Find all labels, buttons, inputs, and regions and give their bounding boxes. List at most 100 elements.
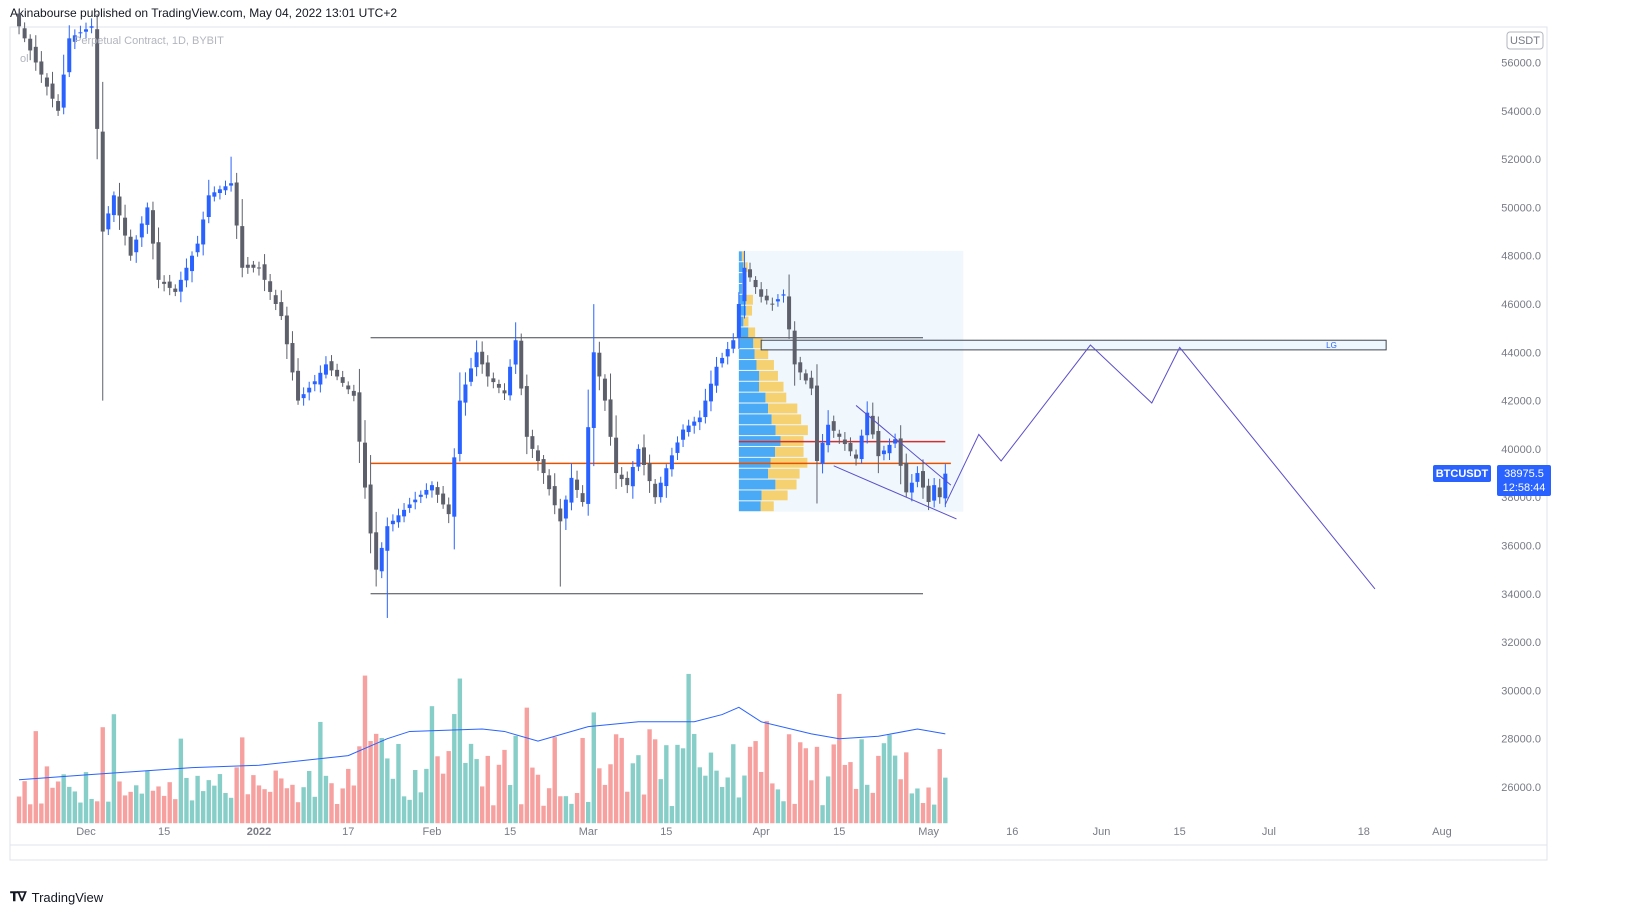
- volume-bar: [329, 783, 334, 824]
- time-tick-label: Feb: [422, 826, 441, 838]
- candle-up: [385, 526, 390, 551]
- candle-down: [647, 463, 652, 482]
- volume-bar: [842, 764, 848, 824]
- published-text: Akinabourse published on TradingView.com…: [10, 6, 398, 20]
- volume-bar: [920, 803, 926, 824]
- candle-down: [608, 399, 613, 437]
- volume-bar: [558, 796, 563, 824]
- volume-bar: [837, 693, 842, 824]
- time-tick-label: Aug: [1432, 826, 1452, 838]
- volume-bar: [122, 795, 128, 824]
- candle-up: [418, 494, 423, 497]
- volume-bar: [502, 749, 507, 824]
- volume-bar: [697, 767, 702, 824]
- candle-down: [558, 508, 563, 522]
- candle-up: [775, 299, 780, 302]
- volume-bar: [798, 742, 803, 824]
- volume-bar: [630, 763, 636, 824]
- volume-bar: [390, 778, 396, 824]
- price-axis[interactable]: 26000.0 28000.0 30000.0 32000.0 34000.0 36000…: [1501, 58, 1541, 795]
- profile-row-buy: [738, 294, 746, 305]
- volume-bar: [245, 794, 251, 824]
- candle-down: [290, 343, 295, 373]
- volume-bar: [240, 737, 245, 824]
- time-tick-label: 2022: [247, 826, 271, 838]
- candle-up: [301, 394, 306, 399]
- candle-up: [703, 400, 708, 418]
- currency-badge[interactable]: USDT: [1506, 31, 1544, 50]
- candle-down: [162, 281, 167, 284]
- time-tick-label: Jun: [1093, 826, 1111, 838]
- volume-bar: [267, 791, 273, 824]
- volume-bar: [39, 803, 44, 824]
- candle-down: [150, 210, 155, 244]
- candle-up: [474, 352, 479, 368]
- candle-up: [658, 482, 663, 498]
- time-tick-label: 16: [1006, 826, 1018, 838]
- candle-up: [457, 400, 462, 454]
- candle-up: [312, 381, 317, 385]
- volume-bar: [541, 805, 546, 824]
- candle-down: [335, 369, 340, 377]
- symbol-legend[interactable]: Perpetual Contract, 1D, BYBIT: [74, 35, 224, 47]
- candle-up: [697, 417, 702, 423]
- volume-bar: [753, 741, 758, 824]
- volume-bar: [692, 733, 697, 824]
- volume-bar: [479, 786, 485, 824]
- candle-down: [446, 504, 451, 515]
- volume-bar: [346, 768, 351, 824]
- volume-ma-line: [19, 706, 946, 781]
- profile-row-buy: [738, 283, 742, 294]
- candle-down: [541, 459, 546, 474]
- volume-bar: [189, 800, 195, 824]
- candle-down: [904, 462, 909, 493]
- volume-bar: [307, 770, 312, 824]
- candle-down: [22, 28, 27, 39]
- volume-bar: [770, 783, 775, 824]
- volume-bar: [658, 779, 663, 824]
- candle-up: [413, 499, 418, 503]
- horizontal-levels[interactable]: [370, 337, 951, 595]
- volume-bar: [379, 738, 384, 824]
- volume-bar: [44, 766, 50, 824]
- volume-bar: [775, 789, 781, 824]
- candle-down: [937, 487, 942, 498]
- candle-up: [195, 243, 200, 253]
- tradingview-logo-icon[interactable]: 𝐓∇: [10, 889, 27, 904]
- volume-bar: [111, 714, 117, 824]
- candle-up: [714, 366, 719, 386]
- projection-path[interactable]: [944, 344, 1376, 590]
- candle-down: [17, 13, 22, 27]
- wedge-trendline[interactable]: [855, 405, 952, 486]
- candle-up: [134, 239, 139, 253]
- volume-bar: [574, 793, 580, 824]
- candle-down: [480, 351, 485, 365]
- candle-down: [642, 447, 646, 465]
- candle-up: [178, 279, 183, 292]
- volume-bar: [876, 755, 881, 824]
- candle-up: [212, 192, 217, 197]
- candle-down: [50, 83, 55, 99]
- time-tick-label: 15: [1174, 826, 1186, 838]
- candle-down: [441, 493, 446, 505]
- liquidity-zone[interactable]: LG: [760, 339, 1387, 351]
- candle-down: [273, 295, 278, 304]
- zone-box[interactable]: [760, 339, 1387, 351]
- candle-down: [167, 281, 172, 288]
- time-tick-label: 17: [342, 826, 354, 838]
- time-axis[interactable]: Dec 15 2022 17 Feb 15 Mar 15 Apr 15 May 16 Jun 15 Jul 1…: [76, 826, 1452, 838]
- wedge-trendline[interactable]: [833, 465, 957, 520]
- volume-bar: [580, 737, 585, 824]
- candle-down: [831, 421, 836, 431]
- volume-bar: [524, 707, 530, 824]
- projection-line[interactable]: [944, 344, 1376, 590]
- volume-bar: [943, 777, 948, 824]
- volume-bar: [468, 743, 474, 824]
- profile-row-sell: [748, 327, 756, 338]
- candle-down: [279, 302, 284, 317]
- candle-down: [363, 442, 367, 488]
- candle-up: [111, 195, 116, 216]
- falling-wedge[interactable]: [833, 405, 957, 520]
- volume-bar: [16, 796, 22, 824]
